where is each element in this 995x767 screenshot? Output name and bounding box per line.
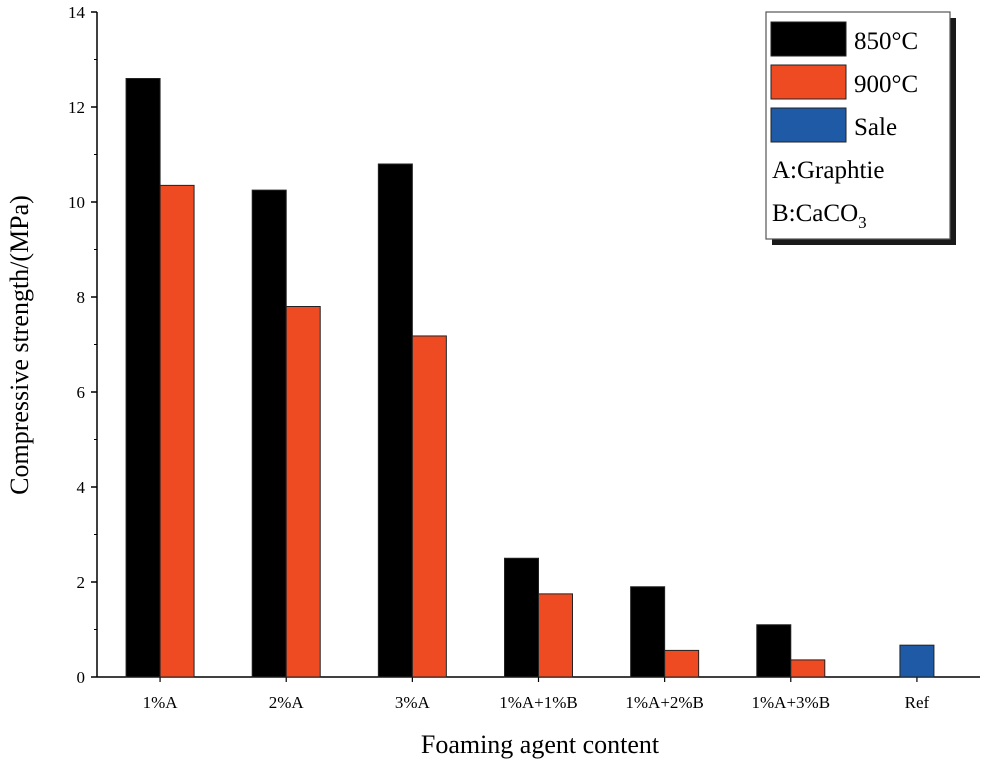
- legend-note-0: A:Graphtie: [772, 157, 884, 184]
- bar-5-850C: [756, 624, 792, 678]
- y-tick-label: 4: [77, 478, 86, 497]
- y-tick-label: 12: [68, 98, 85, 117]
- legend-swatch-2: [770, 107, 847, 143]
- legend: 850°C 900°C Sale A:Graphtie B:CaCO3: [765, 11, 956, 245]
- x-tick-label: 1%A+2%B: [625, 693, 704, 712]
- y-tick-label: 8: [77, 288, 86, 307]
- y-axis: 0 2 4 6 8 10 12 14: [68, 3, 98, 687]
- bar-1-850C: [251, 189, 287, 678]
- bar-3-900C: [538, 593, 573, 678]
- bar-5-900C: [790, 659, 826, 678]
- y-tick-label: 14: [68, 3, 86, 22]
- bars: [125, 78, 935, 678]
- legend-label-0: 850°C: [854, 28, 918, 55]
- x-tick-label: 2%A: [269, 693, 305, 712]
- bar-3-850C: [504, 557, 539, 678]
- x-tick-label: 3%A: [395, 693, 431, 712]
- x-tick-label: Ref: [905, 693, 930, 712]
- legend-swatch-0: [770, 21, 847, 57]
- bar-6-Sale: [899, 644, 935, 678]
- x-tick-label: 1%A+1%B: [499, 693, 578, 712]
- legend-label-2: Sale: [854, 114, 897, 141]
- y-tick-label: 6: [77, 383, 86, 402]
- bar-0-900C: [159, 184, 195, 678]
- bar-4-900C: [664, 649, 700, 678]
- x-tick-label: 1%A: [143, 693, 179, 712]
- x-axis: 1%A 2%A 3%A 1%A+1%B 1%A+2%B 1%A+3%B Ref: [97, 676, 980, 712]
- bar-0-850C: [125, 78, 161, 678]
- bar-4-850C: [630, 586, 666, 678]
- bar-1-900C: [285, 306, 321, 678]
- y-tick-label: 2: [77, 573, 86, 592]
- y-axis-label: Compressive strength/(MPa): [5, 195, 34, 495]
- legend-note-1: B:CaCO3: [772, 200, 867, 232]
- legend-label-1: 900°C: [854, 71, 918, 98]
- x-tick-label: 1%A+3%B: [752, 693, 831, 712]
- bar-2-850C: [377, 163, 413, 678]
- y-tick-label: 0: [77, 668, 86, 687]
- bar-2-900C: [411, 335, 447, 678]
- legend-swatch-1: [770, 64, 847, 100]
- y-tick-label: 10: [68, 193, 85, 212]
- x-axis-label: Foaming agent content: [421, 730, 660, 759]
